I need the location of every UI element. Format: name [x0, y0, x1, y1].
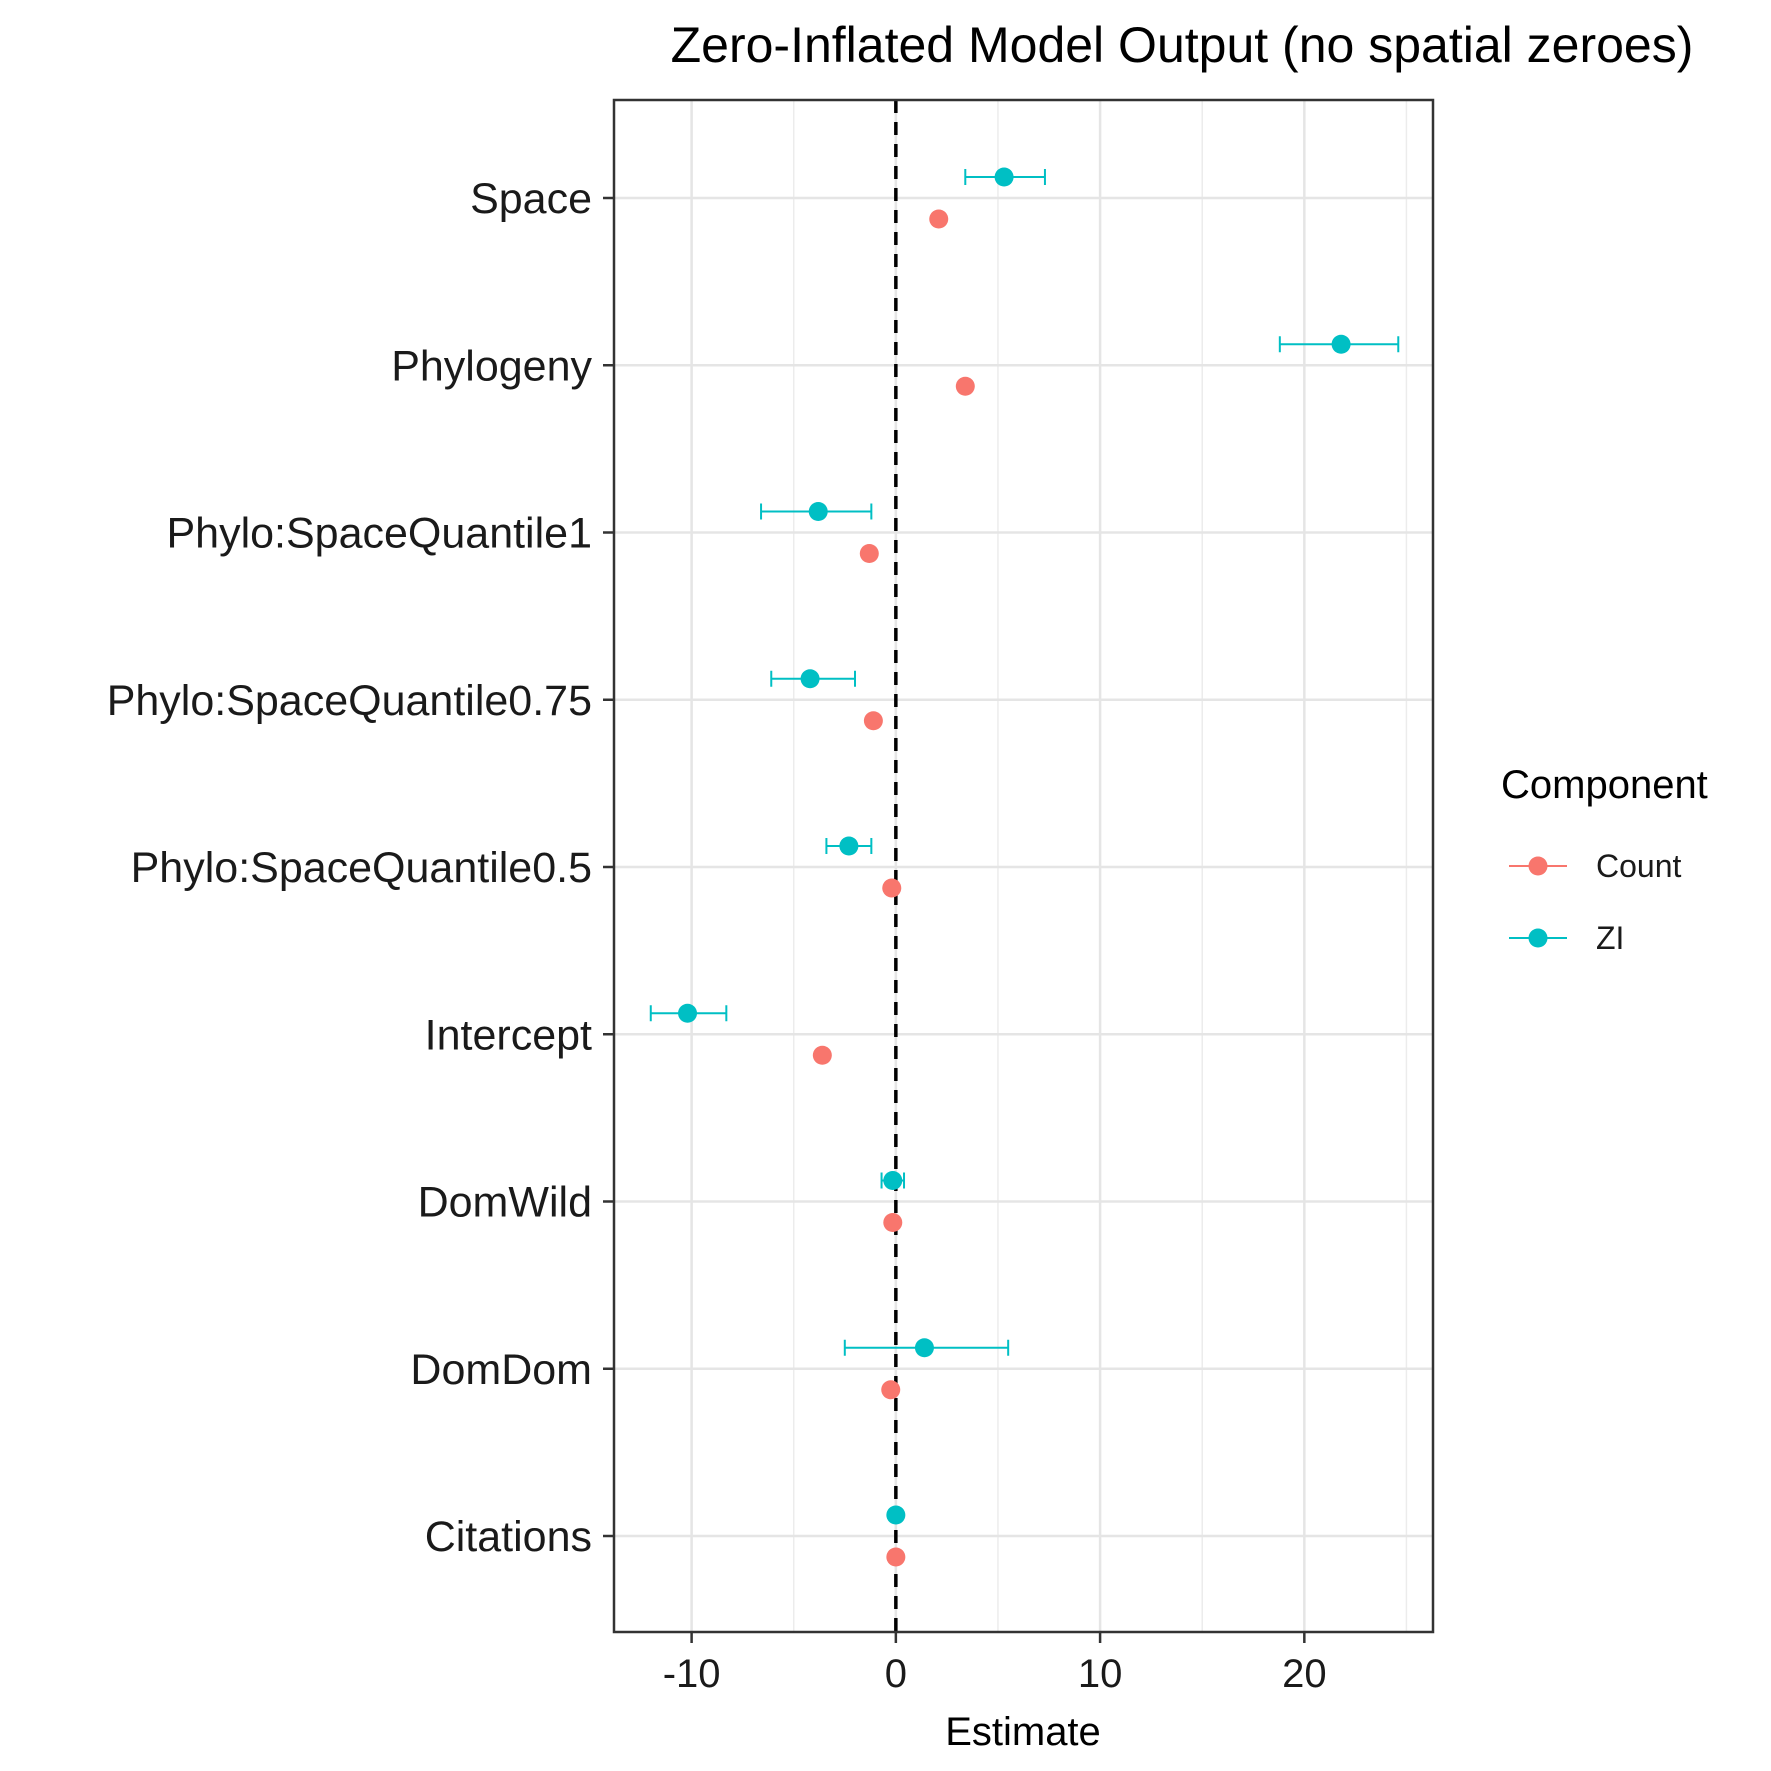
point-zi	[678, 1003, 698, 1023]
data-marks	[649, 100, 1400, 1632]
legend-title: Component	[1501, 763, 1708, 807]
y-tick-label: Intercept	[425, 1011, 592, 1059]
point-count	[812, 1045, 832, 1065]
point-zi	[886, 1505, 906, 1525]
y-tick-label: Phylo:SpaceQuantile0.75	[107, 677, 592, 725]
point-count	[886, 1547, 906, 1567]
point-count	[955, 376, 975, 396]
point-count	[882, 878, 902, 898]
legend-label-zi: ZI	[1596, 920, 1624, 956]
y-tick-label: Citations	[425, 1513, 592, 1561]
y-tick-label: Phylogeny	[391, 342, 592, 390]
x-tick-label: 10	[1078, 1652, 1123, 1696]
legend-key-point-count	[1528, 856, 1548, 876]
legend: Component Count ZI	[1501, 763, 1708, 956]
chart-title: Zero-Inflated Model Output (no spatial z…	[671, 17, 1694, 73]
point-zi	[808, 502, 828, 521]
grid	[614, 100, 1433, 1632]
point-count	[863, 711, 883, 731]
legend-label-count: Count	[1596, 848, 1682, 884]
y-tick-label: DomDom	[410, 1346, 592, 1394]
legend-key-point-zi	[1528, 928, 1548, 948]
point-zi	[800, 669, 820, 689]
point-zi	[839, 836, 859, 856]
y-tick-label: Phylo:SpaceQuantile0.5	[131, 844, 592, 892]
x-axis-title: Estimate	[945, 1710, 1101, 1754]
point-zi	[883, 1171, 903, 1190]
point-zi	[1331, 334, 1351, 354]
point-zi	[914, 1338, 934, 1358]
x-tick-label: 20	[1282, 1652, 1327, 1696]
point-count	[881, 1380, 901, 1400]
x-tick-label: 0	[885, 1652, 907, 1696]
y-tick-label: Phylo:SpaceQuantile1	[166, 510, 592, 558]
point-count	[859, 544, 879, 563]
x-tick-label: -10	[663, 1652, 721, 1696]
point-count	[883, 1213, 903, 1232]
point-zi	[994, 167, 1014, 187]
y-tick-label: DomWild	[418, 1179, 592, 1227]
axes: Space Phylogeny Phylo:SpaceQuantile1 Phylo:…	[107, 175, 1327, 1696]
point-count	[929, 209, 949, 229]
y-tick-label: Space	[470, 175, 592, 223]
